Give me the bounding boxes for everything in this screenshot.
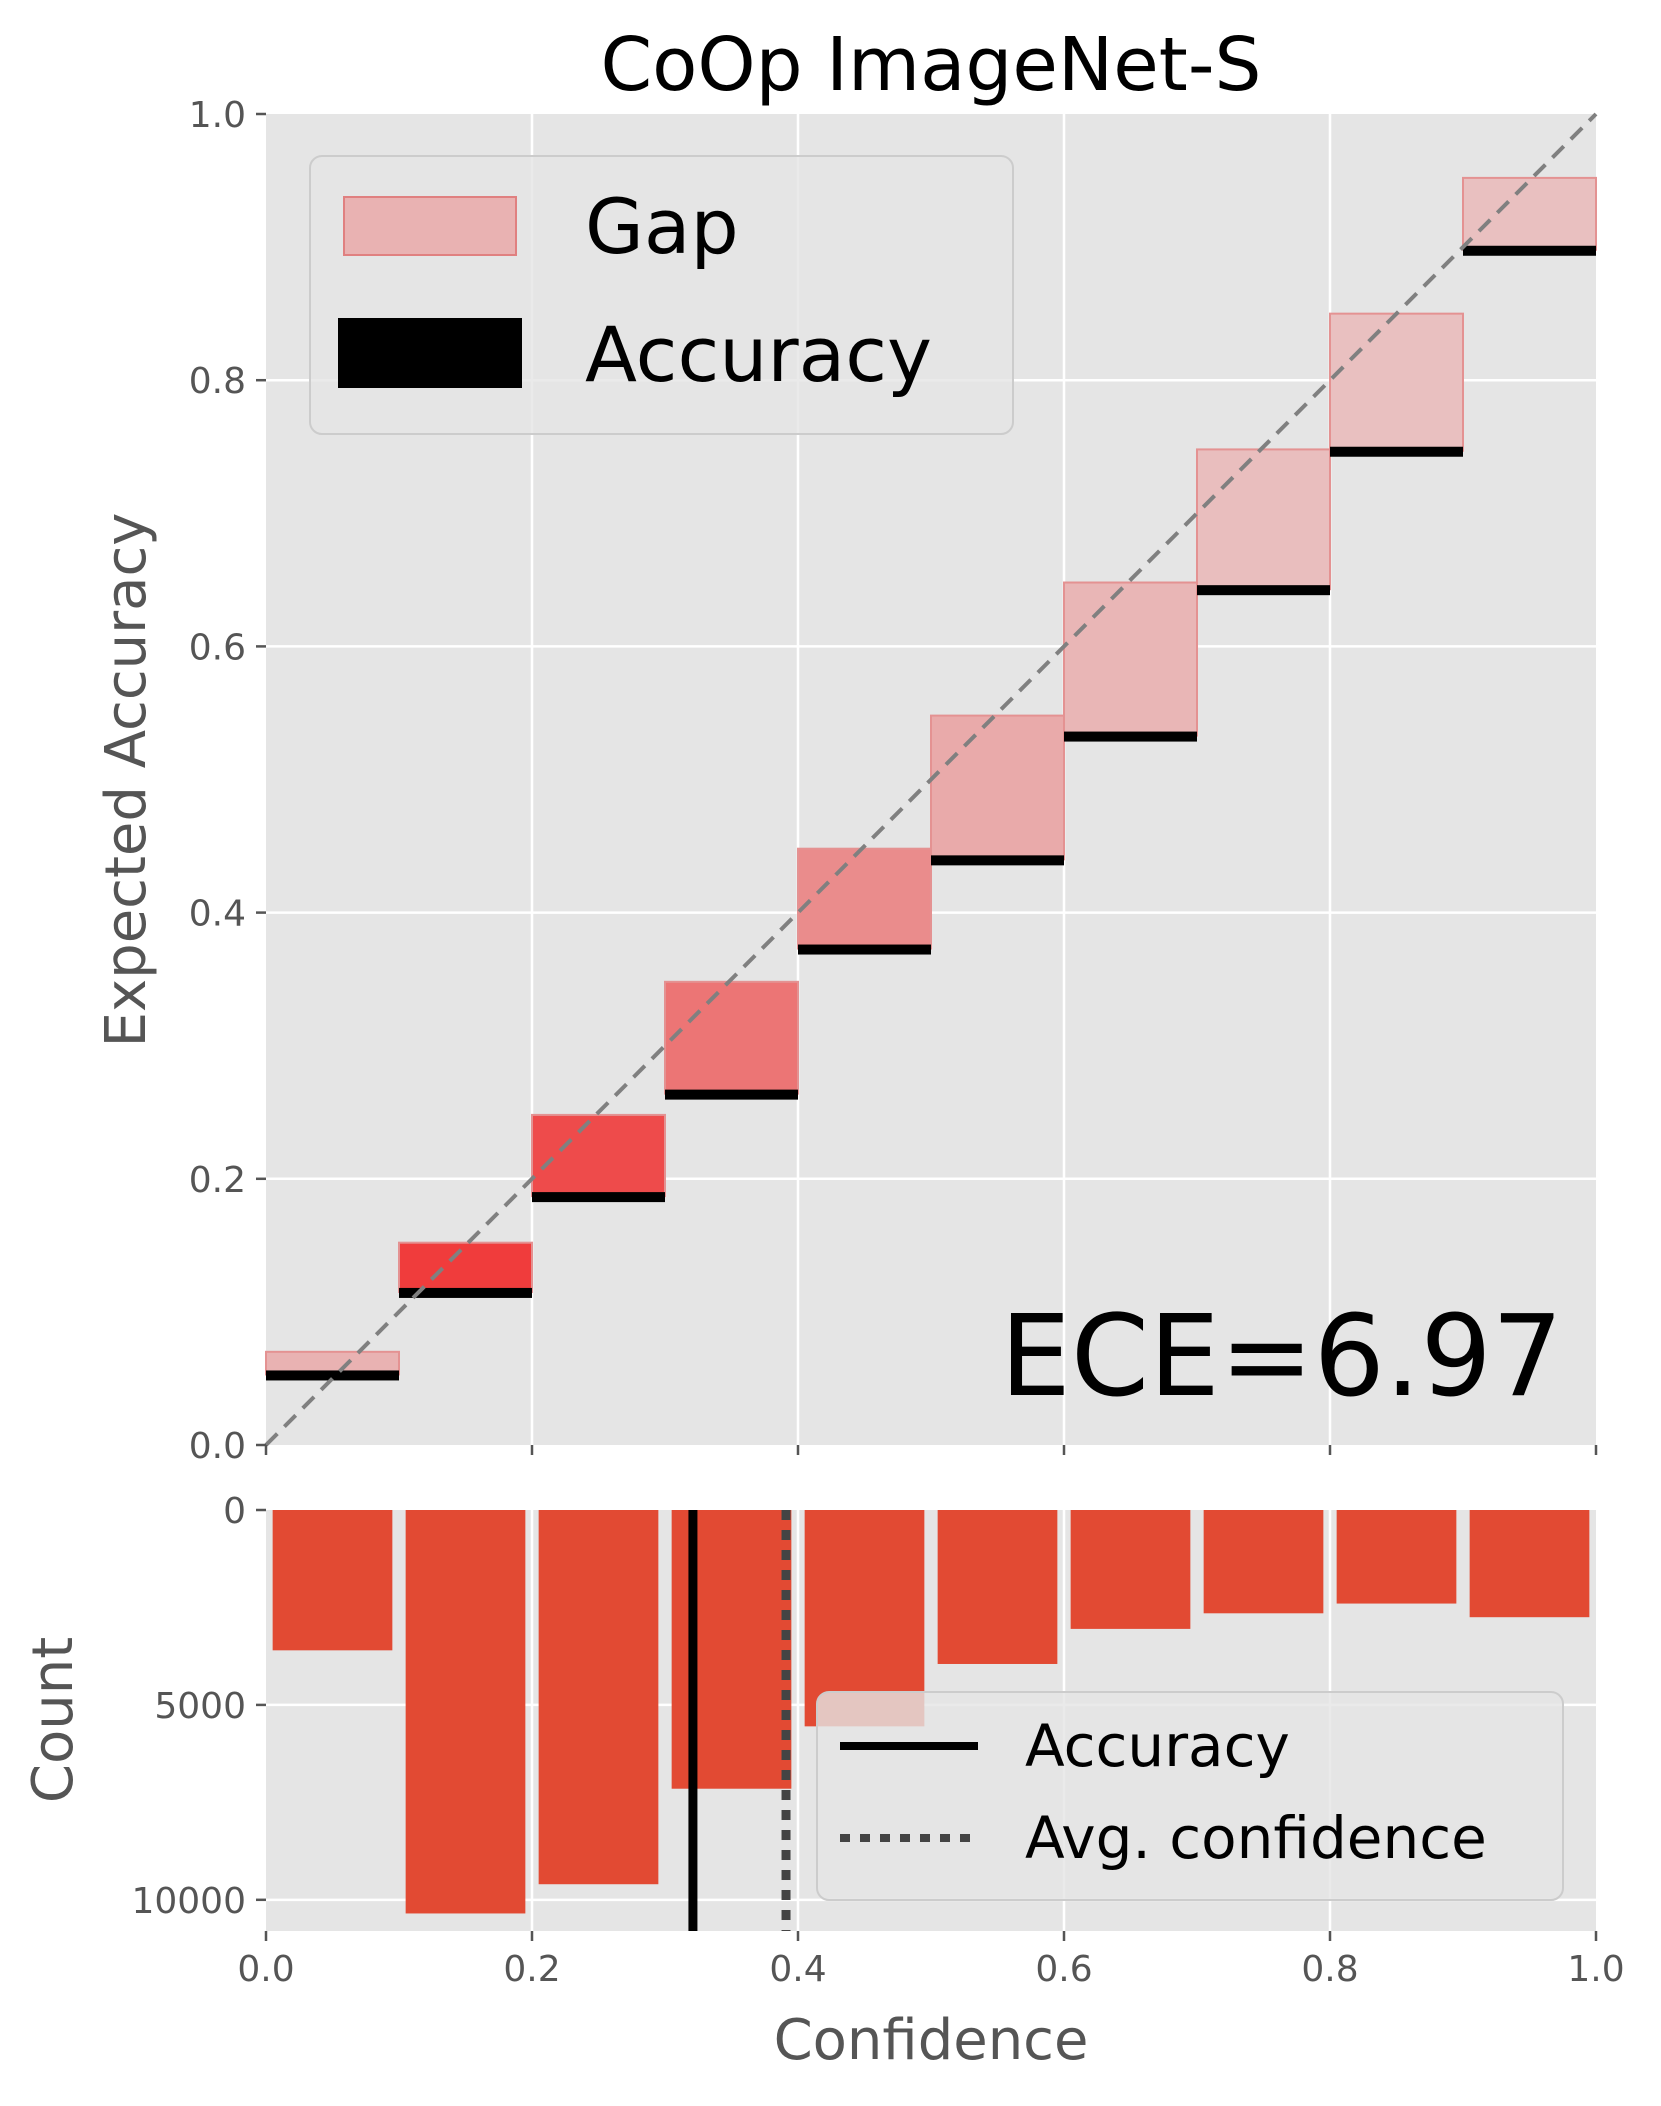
count-bar [1336, 1510, 1457, 1604]
count-bar [1070, 1510, 1191, 1629]
gap-bar [1462, 176, 1597, 251]
gap-bar [797, 847, 932, 950]
accuracy-bar [266, 1370, 399, 1381]
reliability-legend: Gap Accuracy [309, 155, 1014, 435]
gap-bar [1329, 312, 1464, 452]
count-x-ticks: 0.0 0.2 0.4 0.6 0.8 1.0 [237, 1931, 1625, 1990]
x-tick-label: 0.8 [1301, 1949, 1358, 1990]
accuracy-bar [665, 1089, 798, 1100]
y-tick-label: 0.6 [189, 627, 246, 668]
accuracy-bar [1463, 245, 1596, 256]
accuracy-bar [798, 944, 931, 955]
legend-accuracy-label: Accuracy [585, 310, 932, 399]
chart-title: CoOp ImageNet-S [600, 22, 1261, 108]
x-tick-label: 0.6 [1035, 1949, 1092, 1990]
accuracy-bar [1064, 731, 1197, 742]
legend-avg-confidence-label: Avg. confidence [1025, 1804, 1487, 1872]
accuracy-bar [399, 1287, 532, 1298]
legend-gap-swatch [343, 196, 517, 256]
gap-bar [930, 714, 1065, 861]
gap-bars [265, 176, 1597, 1376]
count-legend: Accuracy Avg. confidence [816, 1691, 1564, 1901]
count-bar [538, 1510, 659, 1885]
accuracy-bar [1197, 585, 1330, 596]
gap-bar [1063, 581, 1198, 737]
reliability-y-axis-label: Expected Accuracy [94, 513, 159, 1048]
accuracy-bars [266, 245, 1596, 1381]
ece-annotation: ECE=6.97 [1000, 1292, 1563, 1422]
y-tick-label: 10000 [131, 1881, 246, 1922]
accuracy-bar [532, 1192, 665, 1203]
gap-bar [398, 1241, 533, 1293]
y-tick-label: 0.4 [189, 894, 246, 935]
gap-bar [664, 980, 799, 1095]
count-bar [272, 1510, 393, 1651]
count-bar [405, 1510, 526, 1914]
x-tick-label: 1.0 [1567, 1949, 1624, 1990]
gap-bar [531, 1113, 666, 1198]
perfect-calibration-diagonal [264, 112, 1598, 1447]
count-legend-box [816, 1691, 1564, 1901]
legend-gap-label: Gap [585, 182, 739, 271]
y-tick-label: 5000 [154, 1686, 246, 1727]
x-tick-label: 0.0 [237, 1949, 294, 1990]
accuracy-bar [1330, 446, 1463, 457]
accuracy-bar [931, 855, 1064, 866]
count-x-axis-label: Confidence [774, 2008, 1089, 2073]
y-tick-label: 0.2 [189, 1160, 246, 1201]
gap-bar [1196, 448, 1331, 591]
count-bar [804, 1510, 925, 1727]
reliability-diagram-panel: 0.0 0.2 0.4 0.6 0.8 1.0 CoOp ImageNet-S Expec… [94, 22, 1598, 1467]
count-bar [937, 1510, 1058, 1664]
legend-accuracy-swatch [338, 318, 522, 388]
count-bars [272, 1510, 1590, 1914]
legend-accuracy-line-label: Accuracy [1025, 1712, 1290, 1780]
y-tick-label: 1.0 [189, 95, 246, 136]
count-bar [1203, 1510, 1324, 1614]
reliability-y-ticks: 0.0 0.2 0.4 0.6 0.8 1.0 [189, 95, 266, 1467]
y-tick-label: 0.0 [189, 1426, 246, 1467]
reliability-x-ticks [264, 1445, 1598, 1455]
count-y-ticks: 0 5000 10000 [131, 1491, 266, 1922]
count-y-axis-label: Count [21, 1637, 86, 1803]
y-tick-label: 0 [223, 1491, 246, 1532]
x-tick-label: 0.2 [503, 1949, 560, 1990]
count-histogram-panel: 0 5000 10000 0.0 0.2 0.4 0.6 0.8 1.0 Count Conf… [21, 1491, 1625, 2073]
x-tick-label: 0.4 [769, 1949, 826, 1990]
count-bar [1469, 1510, 1590, 1618]
y-tick-label: 0.8 [189, 361, 246, 402]
